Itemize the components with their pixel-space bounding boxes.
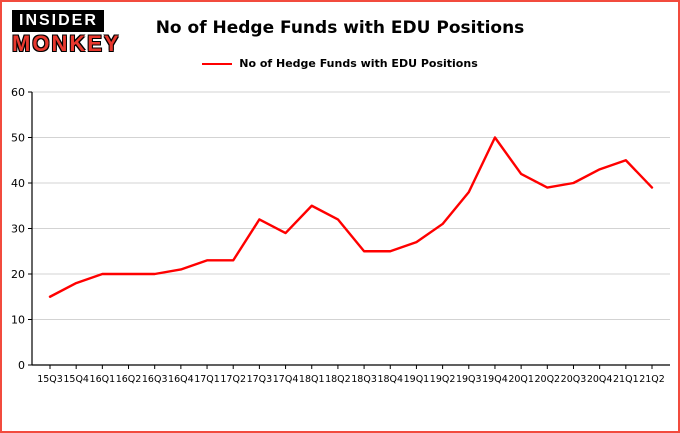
x-tick-label: 17Q3 <box>247 374 273 385</box>
y-tick-label: 50 <box>11 132 25 145</box>
insider-monkey-logo: INSIDER MONKEY <box>12 10 132 55</box>
x-tick-label: 21Q1 <box>613 374 639 385</box>
x-tick-label: 17Q2 <box>220 374 246 385</box>
x-tick-label: 18Q3 <box>351 374 377 385</box>
y-tick-label: 20 <box>11 268 25 281</box>
x-tick-label: 16Q2 <box>116 374 142 385</box>
x-tick-label: 18Q1 <box>299 374 325 385</box>
x-tick-label: 20Q3 <box>561 374 587 385</box>
x-tick-label: 18Q4 <box>377 374 403 385</box>
y-tick-label: 60 <box>11 86 25 99</box>
x-tick-label: 19Q2 <box>430 374 456 385</box>
x-tick-label: 20Q4 <box>587 374 613 385</box>
legend-line-swatch <box>202 62 233 65</box>
series-line <box>48 136 654 298</box>
x-tick-label: 16Q3 <box>142 374 168 385</box>
x-tick-label: 20Q1 <box>508 374 534 385</box>
y-tick-label: 10 <box>11 314 25 327</box>
x-tick-label: 19Q1 <box>404 374 430 385</box>
logo-monkey-text: MONKEY <box>12 31 121 56</box>
chart-legend: No of Hedge Funds with EDU Positions <box>2 57 678 70</box>
x-tick-label: 15Q4 <box>63 374 89 385</box>
x-tick-label: 19Q3 <box>456 374 482 385</box>
y-tick-label: 40 <box>11 177 25 190</box>
x-tick-label: 15Q3 <box>37 374 63 385</box>
y-tick-label: 30 <box>11 223 25 236</box>
x-tick-label: 17Q1 <box>194 374 220 385</box>
legend-label: No of Hedge Funds with EDU Positions <box>239 57 478 70</box>
x-tick-label: 17Q4 <box>273 374 299 385</box>
x-tick-label: 19Q4 <box>482 374 508 385</box>
y-tick-label: 0 <box>18 359 25 372</box>
x-tick-label: 20Q2 <box>534 374 560 385</box>
x-tick-label: 16Q1 <box>90 374 116 385</box>
x-tick-label: 18Q2 <box>325 374 351 385</box>
logo-insider-text: INSIDER <box>12 10 104 32</box>
x-tick-label: 16Q4 <box>168 374 194 385</box>
x-tick-label: 21Q2 <box>639 374 665 385</box>
chart-title: No of Hedge Funds with EDU Positions <box>155 18 525 38</box>
